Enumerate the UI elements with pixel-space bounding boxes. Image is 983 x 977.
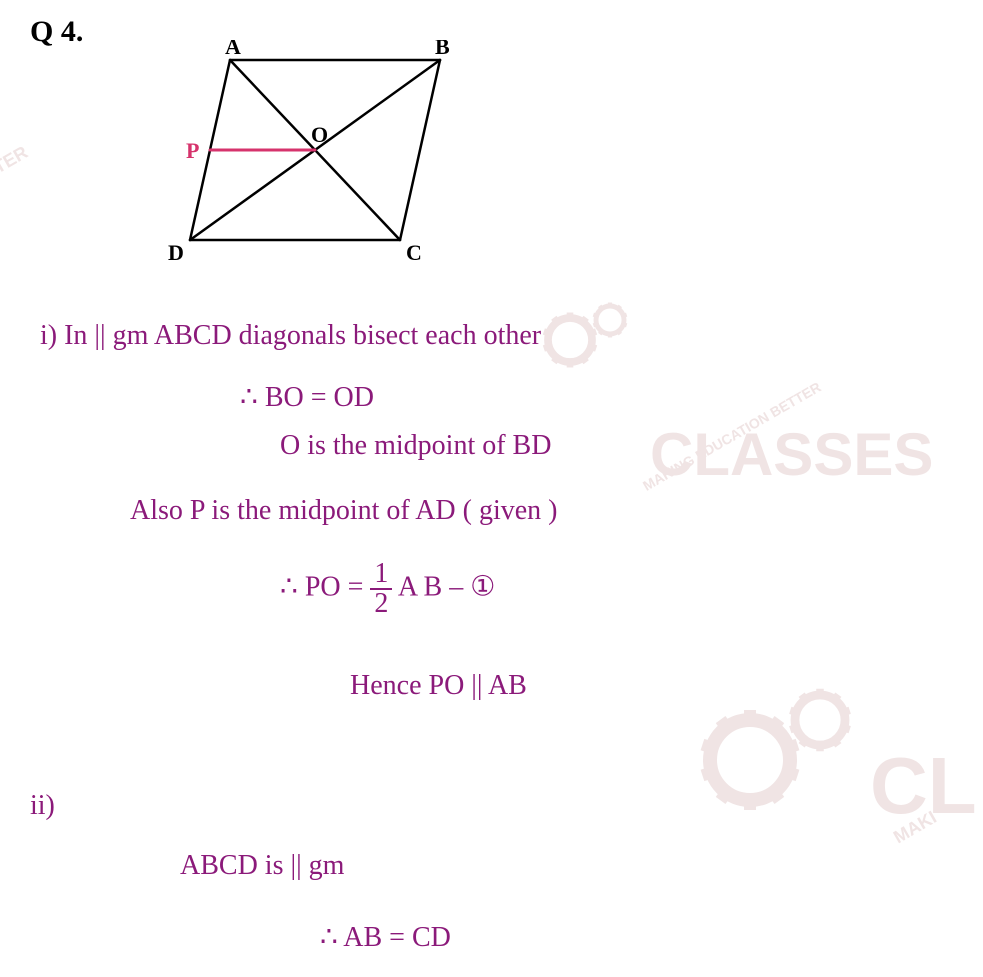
fraction-prefix: ∴ PO =	[280, 571, 370, 602]
svg-text:A: A	[225, 40, 241, 59]
svg-text:D: D	[168, 240, 184, 265]
fraction-suffix: A B – ①	[398, 571, 495, 602]
solution-line: ABCD is || gm	[180, 850, 344, 882]
solution-line: ∴ BO = OD	[240, 380, 374, 414]
solution-line: Also P is the midpoint of AD ( given )	[130, 495, 558, 527]
solution-line: ∴ AB = CD	[320, 920, 451, 954]
fraction-numerator: 1	[370, 560, 392, 590]
solution-line: ii)	[30, 790, 55, 822]
svg-text:O: O	[311, 122, 328, 147]
svg-text:B: B	[435, 40, 450, 59]
svg-text:C: C	[406, 240, 422, 265]
solution-line: Hence PO || AB	[350, 670, 527, 702]
fraction: 1 2	[370, 560, 392, 618]
watermark-gears	[0, 0, 983, 977]
solution-line: i) In || gm ABCD diagonals bisect each o…	[40, 320, 541, 352]
svg-text:P: P	[186, 138, 199, 163]
parallelogram-diagram: A B C D O P	[150, 40, 470, 270]
question-number: Q 4.	[30, 15, 83, 49]
fraction-equation: ∴ PO = 1 2 A B – ①	[280, 560, 495, 618]
solution-line: O is the midpoint of BD	[280, 430, 551, 462]
fraction-denominator: 2	[370, 590, 392, 618]
